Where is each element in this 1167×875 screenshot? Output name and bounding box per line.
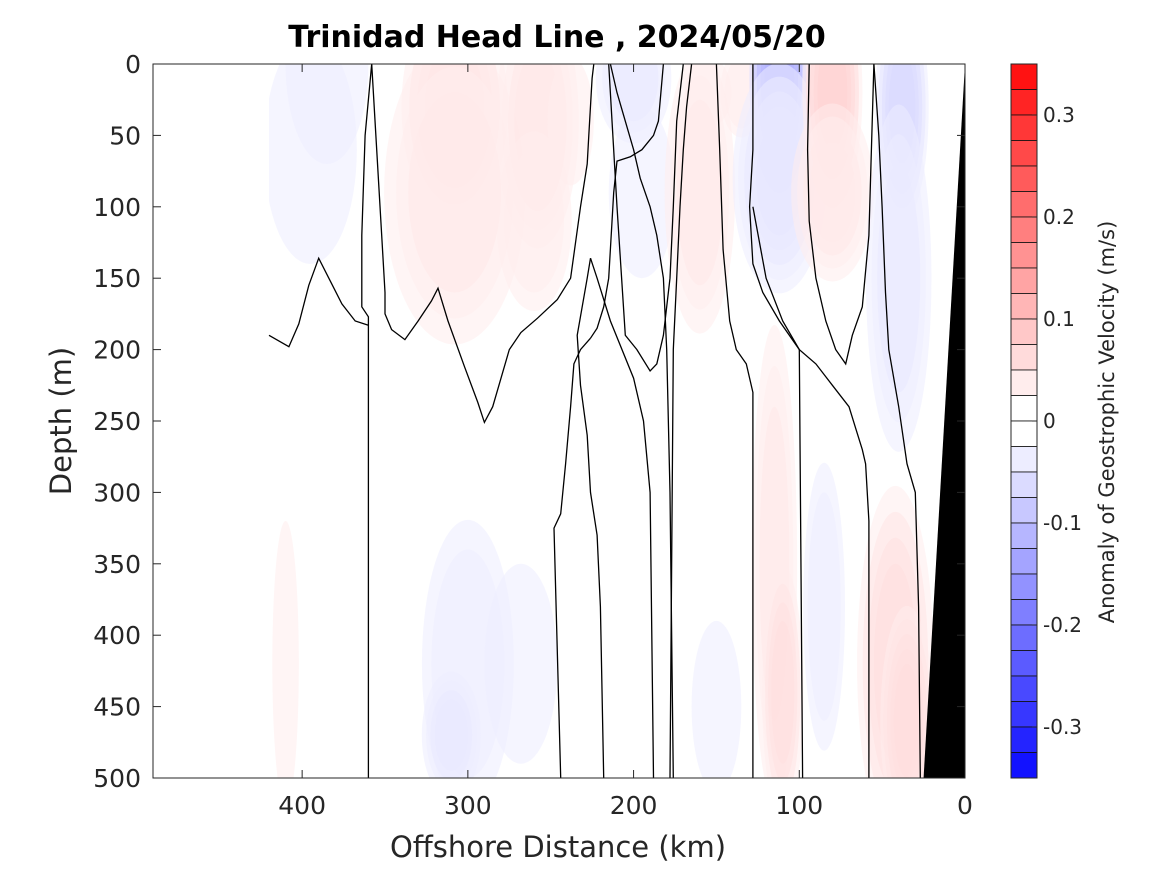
x-axis-label: Offshore Distance (km) [390, 830, 726, 864]
velocity-cell [547, 64, 594, 186]
colorbar-segment [1010, 293, 1038, 320]
velocity-cell [803, 462, 846, 751]
velocity-cell [496, 131, 572, 312]
zero-contour-line [752, 206, 870, 778]
x-tick-label: 100 [775, 791, 823, 820]
colorbar-segment [1010, 267, 1038, 294]
colorbar-tick-label: -0.3 [1043, 715, 1082, 739]
colorbar-label: Anomaly of Geostrophic Velocity (m/s) [1095, 221, 1119, 624]
velocity-cell [865, 104, 932, 452]
x-tick-label: 0 [957, 791, 973, 820]
colorbar-tick-label: -0.2 [1043, 613, 1082, 637]
y-tick-label: 150 [93, 264, 141, 293]
y-tick-label: 100 [93, 193, 141, 222]
y-tick-label: 450 [93, 693, 141, 722]
colorbar-segment [1010, 344, 1038, 371]
colorbar-segment [1010, 242, 1038, 269]
velocity-cell [684, 64, 732, 129]
colorbar-segment [1010, 624, 1038, 651]
y-tick-label: 500 [93, 764, 141, 793]
colorbar-segment [1010, 675, 1038, 702]
colorbar-segment [1010, 395, 1038, 422]
zero-contour-line [715, 64, 754, 778]
colorbar-tick-label: 0 [1043, 409, 1056, 433]
colorbar-segment [1010, 701, 1038, 728]
colorbar-segment [1010, 726, 1038, 753]
zero-contour-line [361, 64, 373, 778]
colorbar-tick-label: 0.3 [1043, 103, 1075, 127]
zero-contour-line [589, 64, 665, 339]
colorbar-tick-label: 0.2 [1043, 205, 1075, 229]
y-tick-label: 50 [109, 121, 141, 150]
colorbar-segment [1010, 191, 1038, 218]
zero-contours [268, 64, 921, 778]
colorbar-segment [1010, 752, 1038, 779]
velocity-cell [272, 521, 299, 778]
y-tick-label: 400 [93, 621, 141, 650]
colorbar-segment [1010, 114, 1038, 141]
y-tick-label: 350 [93, 550, 141, 579]
zero-contour-line [609, 64, 674, 778]
colorbar-segment [1010, 216, 1038, 243]
x-tick-label: 300 [444, 791, 492, 820]
colorbar-segment [1010, 573, 1038, 600]
colorbar-segment [1010, 165, 1038, 192]
plot-area [152, 63, 966, 779]
colorbar-segment [1010, 318, 1038, 345]
zero-contour-line [576, 258, 605, 778]
colorbar-tick-label: 0.1 [1043, 307, 1075, 331]
velocity-field [264, 64, 934, 778]
colorbar-segment [1010, 471, 1038, 498]
velocity-cell [664, 64, 736, 334]
velocity-cell [384, 64, 526, 345]
colorbar-segment [1010, 140, 1038, 167]
no-data-region [153, 64, 269, 778]
y-axis-ticks: 0 50 100 150 200 250 300 350 400 450 500 [93, 50, 965, 793]
y-axis-label: Depth (m) [44, 347, 78, 495]
velocity-cell [691, 620, 742, 778]
colorbar-segment [1010, 446, 1038, 473]
velocity-cell [484, 563, 558, 764]
colorbar-segment [1010, 63, 1038, 90]
zero-contour-line [806, 64, 875, 366]
colorbar-segment [1010, 420, 1038, 447]
velocity-cell [608, 106, 675, 279]
velocity-cell [762, 565, 804, 778]
y-tick-label: 250 [93, 407, 141, 436]
zero-contour-line [553, 337, 591, 778]
velocity-cell [285, 64, 369, 164]
colorbar-segment [1010, 522, 1038, 549]
colorbar-segment [1010, 650, 1038, 677]
zero-contour-line [371, 64, 595, 425]
x-tick-label: 200 [610, 791, 658, 820]
zero-contour-line [268, 256, 369, 348]
colorbar: 0.3 0.2 0.1 0 -0.1 -0.2 -0.3 [1010, 63, 1082, 779]
chart-title: Trinidad Head Line , 2024/05/20 [288, 20, 825, 55]
zero-contour-line [873, 64, 921, 778]
colorbar-segment [1010, 599, 1038, 626]
y-tick-label: 300 [93, 478, 141, 507]
bathymetry-shelf [923, 64, 965, 778]
zero-contour-line [608, 64, 684, 373]
x-axis-ticks: 400 300 200 100 0 [278, 64, 973, 820]
colorbar-segment [1010, 369, 1038, 396]
velocity-cell [421, 671, 481, 778]
x-tick-label: 400 [278, 791, 326, 820]
zero-contour-line [589, 257, 655, 778]
colorbar-segment [1010, 497, 1038, 524]
velocity-cell [791, 103, 874, 282]
velocity-cell [880, 605, 934, 778]
colorbar-tick-label: -0.1 [1043, 511, 1082, 535]
y-tick-label: 200 [93, 336, 141, 365]
colorbar-segment [1010, 548, 1038, 575]
colorbar-segment [1010, 89, 1038, 116]
y-tick-label: 0 [125, 50, 141, 79]
zero-contour-line [669, 64, 693, 778]
